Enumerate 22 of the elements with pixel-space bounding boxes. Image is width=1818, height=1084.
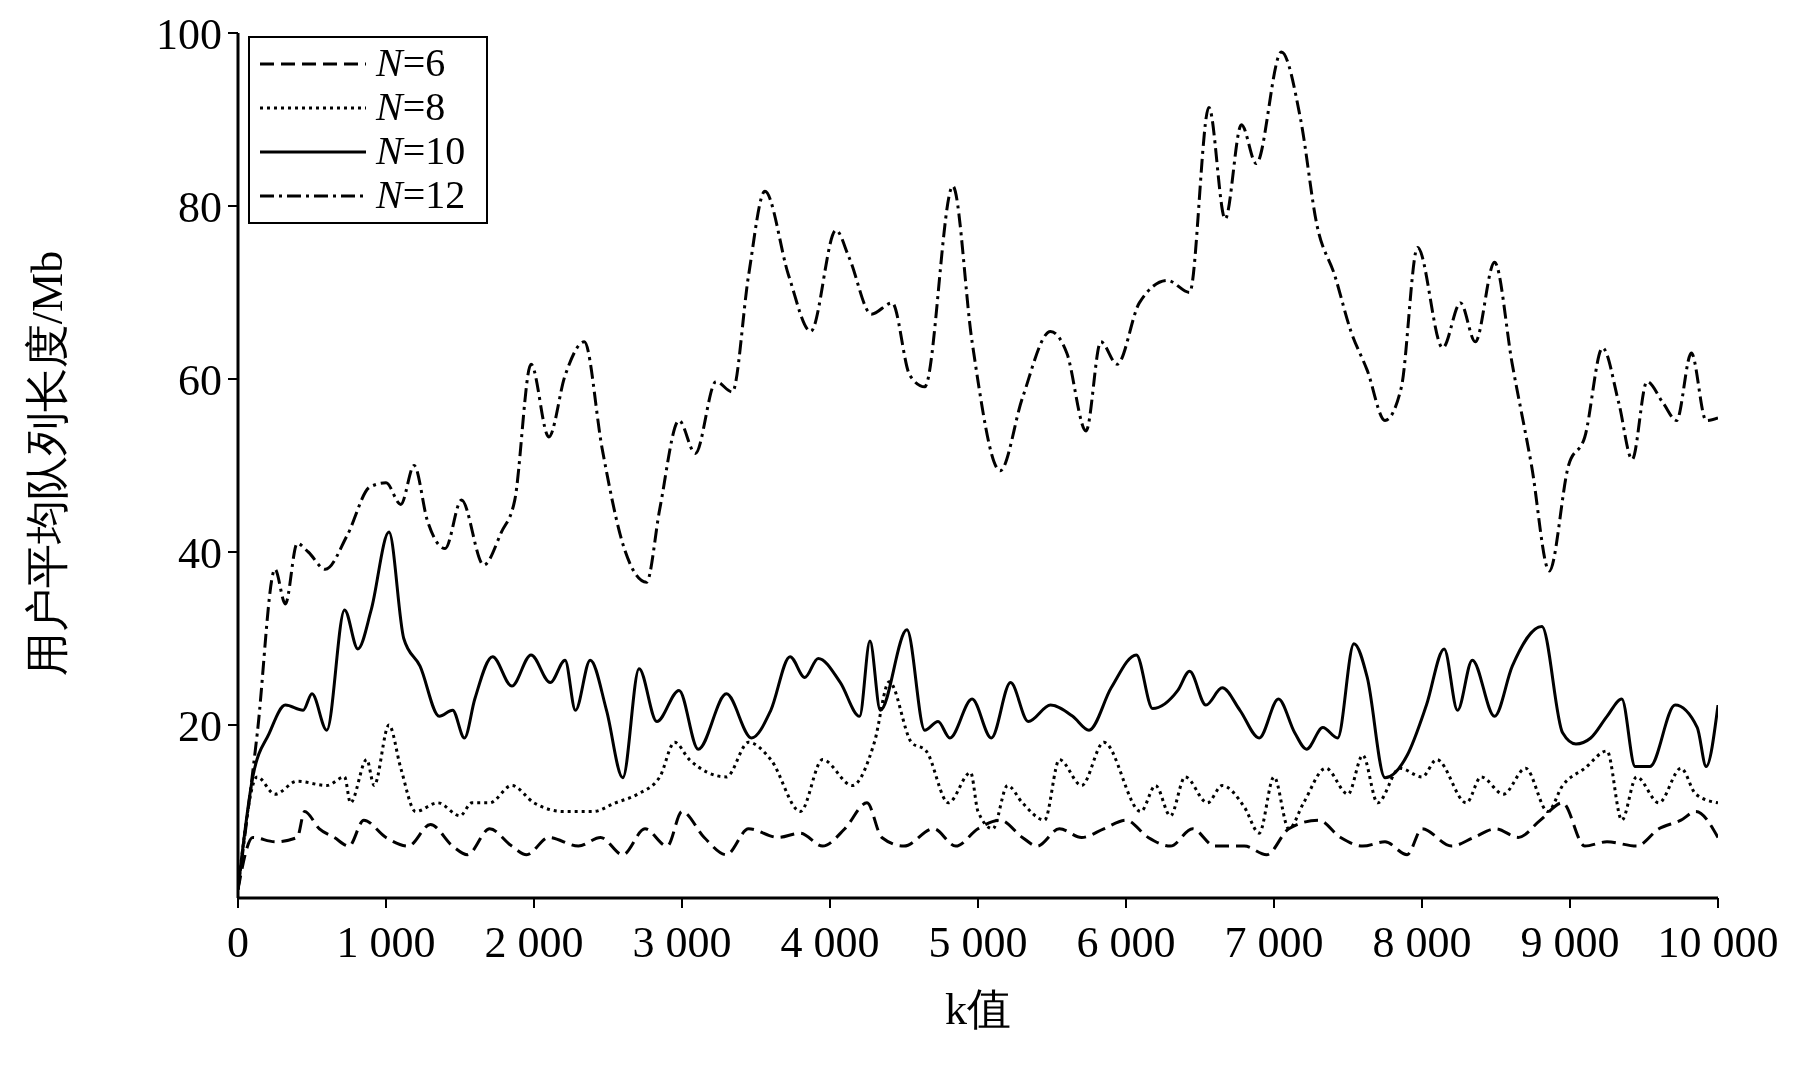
y-tick-label: 40	[178, 528, 222, 578]
x-tick-label: 4 000	[780, 918, 880, 968]
legend-label: N=10	[375, 128, 466, 173]
x-tick-label: 5 000	[928, 918, 1028, 968]
y-tick-label: 20	[178, 701, 222, 751]
x-axis-title: k值	[945, 985, 1011, 1034]
x-tick-label: 3 000	[632, 918, 732, 968]
x-tick-label: 2 000	[484, 918, 584, 968]
y-tick-label: 100	[156, 9, 222, 59]
y-tick-label: 60	[178, 355, 222, 405]
x-tick-label: 7 000	[1224, 918, 1324, 968]
x-tick-label: 10 000	[1657, 918, 1779, 968]
x-tick-label: 0	[227, 918, 249, 968]
legend-label: N=12	[375, 172, 466, 217]
y-axis-title: 用户平均队列长度/Mb	[22, 250, 74, 676]
x-tick-label: 8 000	[1372, 918, 1472, 968]
y-tick-label: 80	[178, 182, 222, 232]
x-tick-label: 9 000	[1520, 918, 1620, 968]
legend-label: N=6	[375, 40, 446, 85]
legend-label: N=8	[375, 84, 446, 129]
x-tick-label: 6 000	[1076, 918, 1176, 968]
x-tick-label: 1 000	[336, 918, 436, 968]
